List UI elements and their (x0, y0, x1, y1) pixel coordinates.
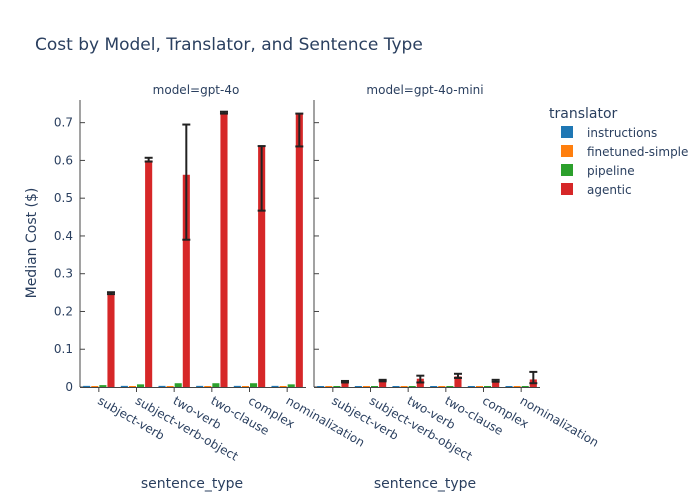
bar-pipeline-subject-verb-object[interactable] (137, 384, 145, 387)
bar-finetuned-simple-two-verb[interactable] (400, 386, 408, 387)
bar-finetuned-simple-two-clause[interactable] (204, 386, 212, 387)
panel-title-gpt-4o-mini: model=gpt-4o-mini (366, 83, 483, 97)
bar-finetuned-simple-nominalization[interactable] (513, 386, 521, 387)
bar-agentic-subject-verb[interactable] (341, 381, 349, 387)
y-tick-label: 0.2 (54, 304, 73, 318)
y-axis-title: Median Cost ($) (24, 188, 40, 299)
bar-instructions-nominalization[interactable] (505, 386, 513, 387)
bar-instructions-complex[interactable] (233, 385, 241, 387)
legend-title: translator (549, 106, 618, 122)
bar-finetuned-simple-subject-verb-object[interactable] (362, 386, 370, 387)
legend-item-instructions[interactable]: instructions (561, 126, 657, 140)
legend-swatch-finetuned-simple (561, 145, 573, 157)
bar-pipeline-complex[interactable] (484, 386, 492, 387)
bar-pipeline-two-clause[interactable] (446, 386, 454, 387)
bar-instructions-two-verb[interactable] (392, 386, 400, 387)
error-bars-group (106, 110, 538, 385)
legend-label-instructions: instructions (587, 126, 657, 140)
bar-pipeline-nominalization[interactable] (521, 386, 529, 387)
bar-instructions-subject-verb[interactable] (83, 385, 91, 387)
bar-instructions-nominalization[interactable] (271, 385, 279, 387)
y-tick-label: 0.6 (54, 153, 73, 167)
bar-agentic-subject-verb-object[interactable] (145, 160, 153, 387)
bar-pipeline-two-clause[interactable] (212, 383, 220, 387)
legend-swatch-instructions (561, 126, 573, 138)
bar-agentic-subject-verb[interactable] (107, 293, 115, 387)
panel-title-gpt-4o: model=gpt-4o (153, 83, 240, 97)
chart-title: Cost by Model, Translator, and Sentence … (35, 35, 423, 55)
bar-instructions-subject-verb-object[interactable] (354, 386, 362, 387)
bar-finetuned-simple-two-clause[interactable] (438, 386, 446, 387)
legend-label-agentic: agentic (587, 183, 632, 197)
y-tick-label: 0.1 (54, 342, 73, 356)
bar-pipeline-two-verb[interactable] (174, 383, 182, 387)
bar-instructions-subject-verb-object[interactable] (120, 385, 128, 387)
bar-instructions-two-verb[interactable] (158, 385, 166, 387)
bar-agentic-two-verb[interactable] (182, 174, 190, 387)
bar-agentic-complex[interactable] (258, 146, 266, 387)
bar-agentic-complex[interactable] (492, 380, 500, 387)
y-tick-label: 0.7 (54, 116, 73, 130)
bar-pipeline-subject-verb[interactable] (333, 386, 341, 387)
y-tick-label: 0 (65, 380, 73, 394)
bar-finetuned-simple-subject-verb[interactable] (325, 386, 333, 387)
bar-finetuned-simple-two-verb[interactable] (166, 386, 174, 387)
x-axis-title-left: sentence_type (141, 476, 243, 492)
legend-label-pipeline: pipeline (587, 164, 635, 178)
bar-instructions-two-clause[interactable] (196, 385, 204, 387)
axes-group: 00.10.20.30.40.50.60.7subject-verbsubjec… (54, 100, 601, 464)
bar-instructions-two-clause[interactable] (430, 386, 438, 387)
bar-pipeline-complex[interactable] (250, 383, 258, 387)
bar-finetuned-simple-complex[interactable] (475, 386, 483, 387)
bar-agentic-two-clause[interactable] (220, 112, 228, 387)
bar-pipeline-two-verb[interactable] (408, 386, 416, 387)
legend-label-finetuned-simple: finetuned-simple (587, 145, 688, 159)
y-tick-label: 0.5 (54, 191, 73, 205)
bar-pipeline-subject-verb[interactable] (99, 385, 107, 387)
x-axis-title-right: sentence_type (374, 476, 476, 492)
y-tick-label: 0.3 (54, 267, 73, 281)
legend-item-finetuned-simple[interactable]: finetuned-simple (561, 145, 688, 159)
bar-agentic-two-clause[interactable] (454, 376, 462, 387)
bar-agentic-subject-verb-object[interactable] (379, 380, 387, 387)
bar-pipeline-nominalization[interactable] (287, 384, 295, 387)
legend: translator instructions finetuned-simple… (549, 106, 688, 197)
x-tick-label: nominalization (518, 393, 601, 449)
legend-swatch-agentic (561, 183, 573, 195)
bar-pipeline-subject-verb-object[interactable] (371, 386, 379, 387)
bars-group (83, 112, 537, 387)
legend-item-pipeline[interactable]: pipeline (561, 164, 635, 178)
legend-item-agentic[interactable]: agentic (561, 183, 632, 197)
bar-instructions-complex[interactable] (467, 386, 475, 387)
bar-instructions-subject-verb[interactable] (317, 386, 325, 387)
bar-finetuned-simple-nominalization[interactable] (279, 386, 287, 387)
bar-agentic-nominalization[interactable] (295, 114, 303, 387)
legend-swatch-pipeline (561, 164, 573, 176)
bar-finetuned-simple-subject-verb[interactable] (91, 386, 99, 387)
x-tick-label: nominalization (284, 393, 367, 449)
y-tick-label: 0.4 (54, 229, 73, 243)
bar-finetuned-simple-complex[interactable] (241, 386, 249, 387)
bar-finetuned-simple-subject-verb-object[interactable] (128, 386, 136, 387)
